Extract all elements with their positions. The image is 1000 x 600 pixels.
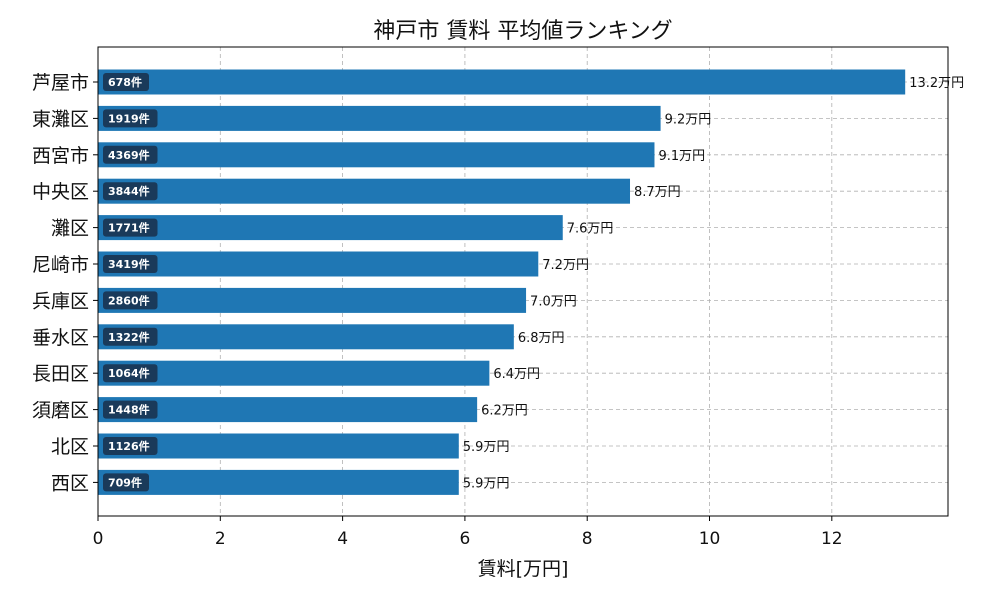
x-tick-label: 0	[93, 529, 104, 549]
category-label: 西区	[51, 472, 89, 494]
x-tick-label: 4	[337, 529, 348, 549]
value-label: 8.7万円	[634, 185, 681, 200]
value-label: 7.2万円	[542, 258, 589, 273]
count-badge	[103, 109, 158, 128]
bar-2	[98, 105, 661, 131]
bar-9	[98, 360, 490, 386]
value-label: 9.2万円	[665, 112, 712, 127]
bar-3	[98, 142, 655, 168]
category-label: 北区	[51, 436, 89, 458]
count-label: 2860件	[108, 293, 150, 307]
count-badge	[103, 327, 158, 346]
count-badge	[103, 182, 158, 201]
count-label: 1919件	[108, 111, 150, 125]
x-axis-ticks: 0 2 4 6 8 10 12	[93, 516, 843, 549]
count-badge	[103, 291, 158, 310]
bar-5	[98, 215, 563, 241]
category-label: 兵庫区	[32, 290, 89, 312]
category-label: 西宮市	[32, 145, 89, 167]
x-axis-label: 賃料[万円]	[478, 558, 569, 580]
x-tick-label: 2	[215, 529, 226, 549]
value-label: 5.9万円	[463, 476, 510, 491]
bar-6	[98, 251, 539, 277]
count-label: 709件	[108, 475, 142, 489]
value-label: 13.2万円	[909, 76, 964, 91]
count-label: 1771件	[108, 221, 150, 235]
bar-1	[98, 69, 906, 95]
value-label: 5.9万円	[463, 440, 510, 455]
category-label: 長田区	[32, 363, 89, 385]
category-label: 垂水区	[32, 327, 89, 349]
count-label: 678件	[108, 75, 142, 89]
bar-12	[98, 469, 459, 495]
bar-7	[98, 287, 527, 313]
value-label: 7.0万円	[530, 294, 577, 309]
value-label: 7.6万円	[567, 222, 614, 237]
category-label: 灘区	[51, 218, 89, 240]
bar-8	[98, 324, 514, 350]
category-label: 中央区	[32, 181, 89, 203]
count-badge	[103, 400, 158, 419]
count-label: 1448件	[108, 403, 150, 417]
count-label: 3419件	[108, 257, 150, 271]
x-tick-label: 12	[821, 529, 843, 549]
x-tick-label: 8	[582, 529, 593, 549]
chart-title: 神戸市 賃料 平均値ランキング	[373, 19, 672, 44]
category-label: 東灘区	[32, 108, 89, 130]
count-badge	[103, 145, 158, 164]
count-badge	[103, 473, 149, 492]
bar-4	[98, 178, 631, 204]
plot-frame	[97, 46, 949, 517]
value-label: 6.8万円	[518, 331, 565, 346]
count-badge	[103, 73, 149, 91]
category-label: 須磨区	[32, 400, 89, 422]
count-label: 4369件	[108, 148, 150, 162]
category-label: 芦屋市	[32, 72, 89, 94]
bars: 678件 13.2万円 1919件 9.2万円 4369件 9.1万円 3844件 8.7万円…	[98, 69, 964, 495]
count-badge	[103, 255, 158, 273]
value-label: 9.1万円	[658, 149, 705, 164]
bar-11	[98, 433, 459, 459]
count-label: 1322件	[108, 330, 150, 344]
count-badge	[103, 437, 158, 455]
bar-10	[98, 397, 478, 423]
value-label: 6.4万円	[493, 367, 540, 382]
count-label: 1126件	[108, 439, 150, 453]
value-label: 6.2万円	[481, 404, 528, 419]
count-badge	[103, 218, 158, 237]
category-label: 尼崎市	[32, 254, 89, 276]
x-tick-label: 10	[699, 529, 721, 549]
count-label: 1064件	[108, 366, 150, 380]
count-badge	[103, 364, 158, 383]
x-tick-label: 6	[459, 529, 470, 549]
count-label: 3844件	[108, 184, 150, 198]
